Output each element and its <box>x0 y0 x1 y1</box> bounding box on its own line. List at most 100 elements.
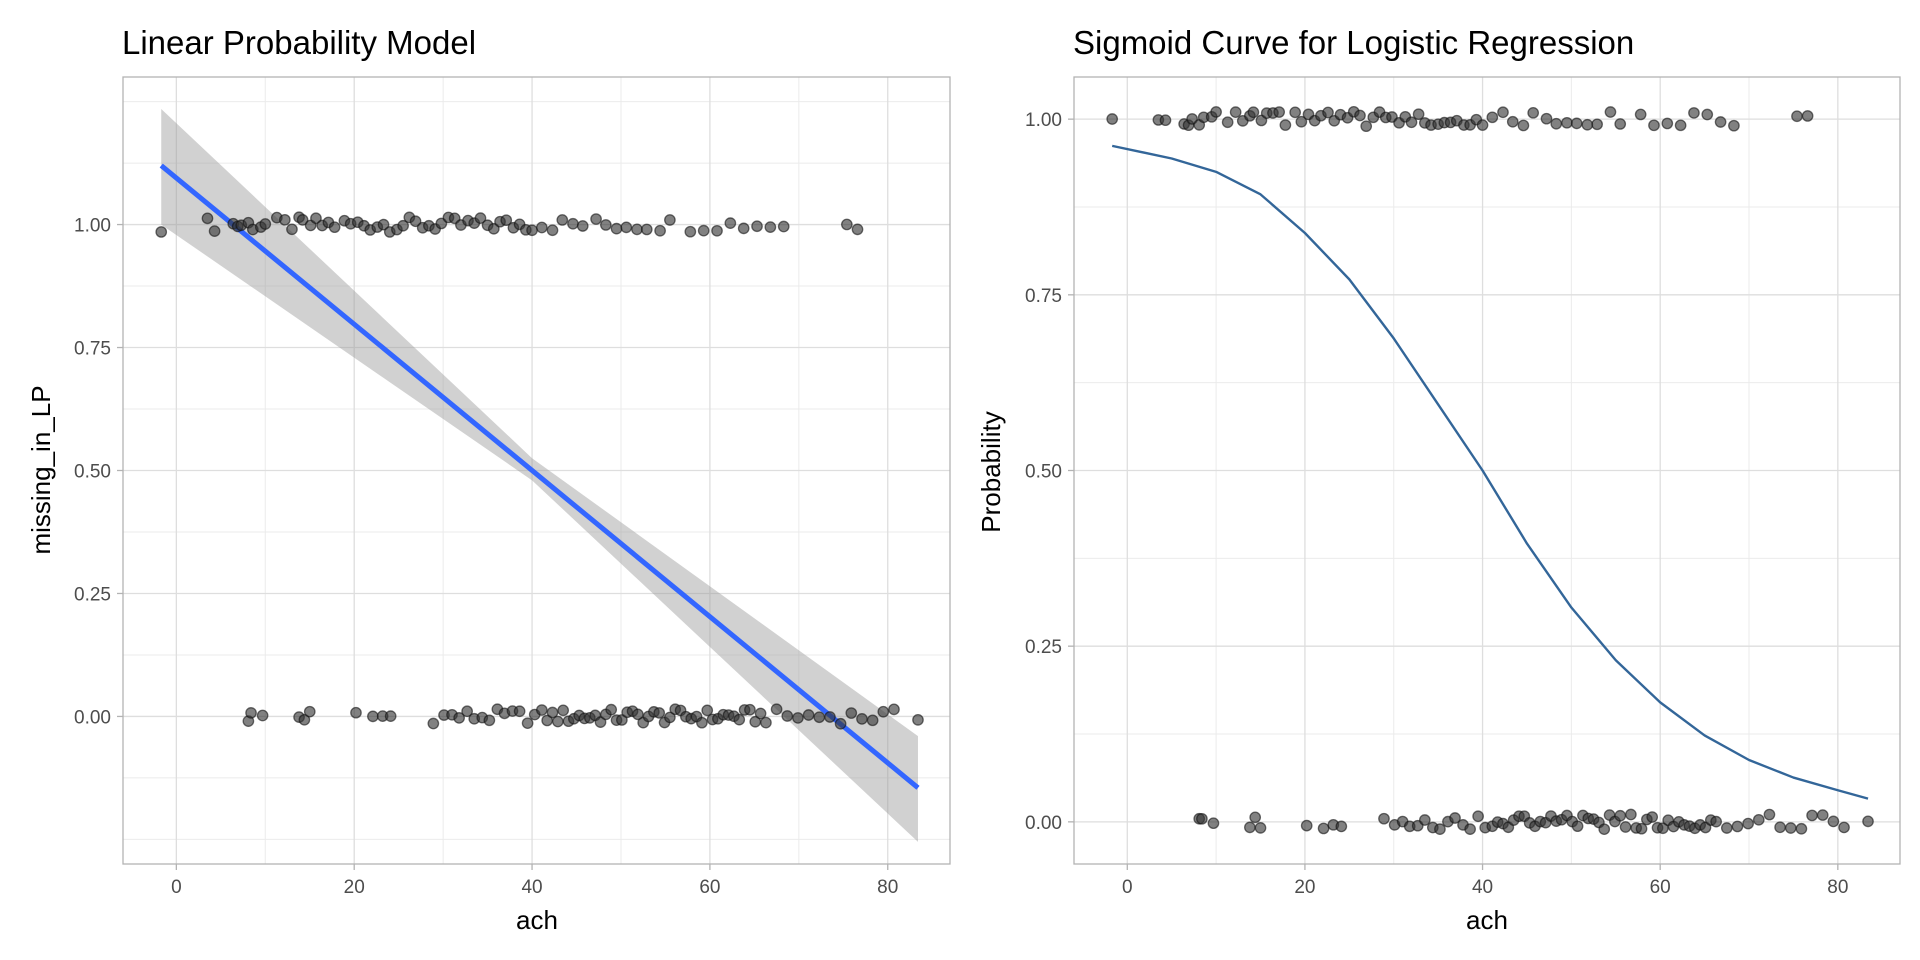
logistic-point-y1 <box>1360 120 1373 133</box>
lpm-point-y1 <box>631 223 643 236</box>
lpm-point-y1 <box>697 224 710 237</box>
lpm-point-y0 <box>453 712 465 724</box>
logistic-point-y0 <box>1614 809 1627 822</box>
logistic-point-y0 <box>1710 815 1722 828</box>
lpm-y-tick-label: 0.50 <box>74 462 111 483</box>
logistic-x-tick-label: 60 <box>1650 877 1671 898</box>
logistic-sigmoid-curve <box>1111 144 1869 800</box>
lpm-point-y1 <box>546 224 559 237</box>
logistic-point-y0 <box>1378 812 1390 825</box>
lpm-point-y1 <box>567 217 579 230</box>
lpm-panel: Linear Probability Model 0 20 40 60 80 0.000… <box>26 24 951 935</box>
lpm-point-y0 <box>696 716 708 729</box>
logistic-point-y0 <box>1619 821 1632 833</box>
logistic-point-y1 <box>1728 119 1740 132</box>
logistic-point-y1 <box>1540 112 1553 125</box>
logistic-point-y1 <box>1506 115 1519 128</box>
lpm-point-y1 <box>397 219 409 232</box>
logistic-y-tick-label: 0.25 <box>1025 637 1062 658</box>
lpm-point-y1 <box>208 225 221 237</box>
logistic-point-y0 <box>1472 810 1484 823</box>
logistic-point-y1 <box>1476 119 1489 131</box>
lpm-point-y0 <box>427 717 440 730</box>
logistic-x-tick-label: 20 <box>1294 877 1315 898</box>
lpm-x-ticks: 0 20 40 60 80 <box>171 864 898 898</box>
lpm-point-y1 <box>535 221 548 234</box>
logistic-point-y0 <box>1625 808 1637 821</box>
lpm-point-y1 <box>278 213 291 226</box>
logistic-point-y1 <box>1247 106 1260 119</box>
logistic-point-y0 <box>1598 823 1611 836</box>
lpm-fit-line-group <box>159 163 920 790</box>
lpm-point-y0 <box>744 703 756 716</box>
logistic-point-y1 <box>1221 116 1234 129</box>
logistic-point-y0 <box>1816 809 1829 821</box>
logistic-point-y1 <box>1648 119 1660 132</box>
lpm-point-y0 <box>653 707 666 719</box>
logistic-point-y1 <box>1295 115 1308 128</box>
lpm-point-y1 <box>620 221 633 234</box>
logistic-point-y1 <box>1701 108 1714 121</box>
lpm-point-y0 <box>535 704 548 716</box>
logistic-point-y1 <box>1661 117 1674 130</box>
lpm-y-tick-label: 1.00 <box>74 216 111 237</box>
logistic-point-y0 <box>1207 817 1220 830</box>
logistic-point-y1 <box>1581 118 1594 131</box>
logistic-point-y0 <box>1862 815 1874 828</box>
lpm-point-y0 <box>813 711 826 724</box>
logistic-point-y0 <box>1731 820 1744 833</box>
lpm-point-y1 <box>526 224 538 237</box>
logistic-gridlines <box>1074 77 1900 864</box>
lpm-point-y1 <box>296 214 309 226</box>
logistic-point-y0 <box>1244 821 1256 834</box>
lpm-point-y1 <box>751 220 763 233</box>
lpm-point-y0 <box>792 712 804 724</box>
lpm-point-y1 <box>684 225 697 238</box>
logistic-point-y1 <box>1674 119 1687 132</box>
logistic-y-ticks: 0.00 0.25 0.50 0.75 1.00 <box>1025 110 1074 834</box>
lpm-y-tick-label: 0.00 <box>74 707 111 728</box>
lpm-points <box>155 211 924 730</box>
lpm-point-y1 <box>664 214 676 226</box>
lpm-point-y1 <box>777 220 790 233</box>
logistic-y-tick-label: 0.00 <box>1025 813 1062 834</box>
logistic-point-y1 <box>1591 118 1603 131</box>
logistic-x-axis-label: ach <box>1466 905 1508 935</box>
lpm-y-axis-label: missing_in_LP <box>26 385 56 554</box>
lpm-point-y0 <box>367 710 379 723</box>
lpm-point-y0 <box>877 705 890 718</box>
lpm-point-y0 <box>632 708 644 721</box>
logistic-x-tick-label: 0 <box>1122 877 1133 898</box>
logistic-point-y1 <box>1322 106 1334 119</box>
lpm-point-y1 <box>500 214 513 227</box>
logistic-point-y0 <box>1635 822 1648 835</box>
lpm-point-y1 <box>328 221 341 234</box>
lpm-point-y0 <box>834 717 847 730</box>
logistic-chart-title: Sigmoid Curve for Logistic Regression <box>1073 24 1634 61</box>
logistic-points <box>1106 105 1874 836</box>
logistic-point-y1 <box>1604 106 1617 118</box>
lpm-point-y0 <box>701 704 714 717</box>
lpm-point-y1 <box>259 218 272 230</box>
lpm-point-y1 <box>201 212 214 225</box>
logistic-y-tick-label: 1.00 <box>1025 110 1062 131</box>
lpm-point-y1 <box>310 212 322 225</box>
logistic-point-y1 <box>1412 108 1425 121</box>
lpm-x-tick-label: 0 <box>171 877 182 898</box>
lpm-point-y0 <box>733 713 746 726</box>
lpm-y-ticks: 0.00 0.25 0.50 0.75 1.00 <box>74 216 123 728</box>
logistic-point-y1 <box>1289 106 1302 119</box>
lpm-x-axis-label: ach <box>516 905 558 935</box>
lpm-point-y0 <box>802 709 815 721</box>
lpm-point-y0 <box>754 707 767 720</box>
logistic-point-y1 <box>1688 107 1700 119</box>
logistic-point-y0 <box>1418 814 1431 826</box>
logistic-point-y1 <box>1354 109 1366 122</box>
lpm-point-y0 <box>245 707 257 719</box>
logistic-x-tick-label: 40 <box>1472 877 1493 898</box>
lpm-point-y0 <box>513 705 526 718</box>
logistic-point-y0 <box>1317 822 1330 835</box>
lpm-point-y1 <box>711 224 723 237</box>
logistic-point-y0 <box>1571 820 1584 833</box>
